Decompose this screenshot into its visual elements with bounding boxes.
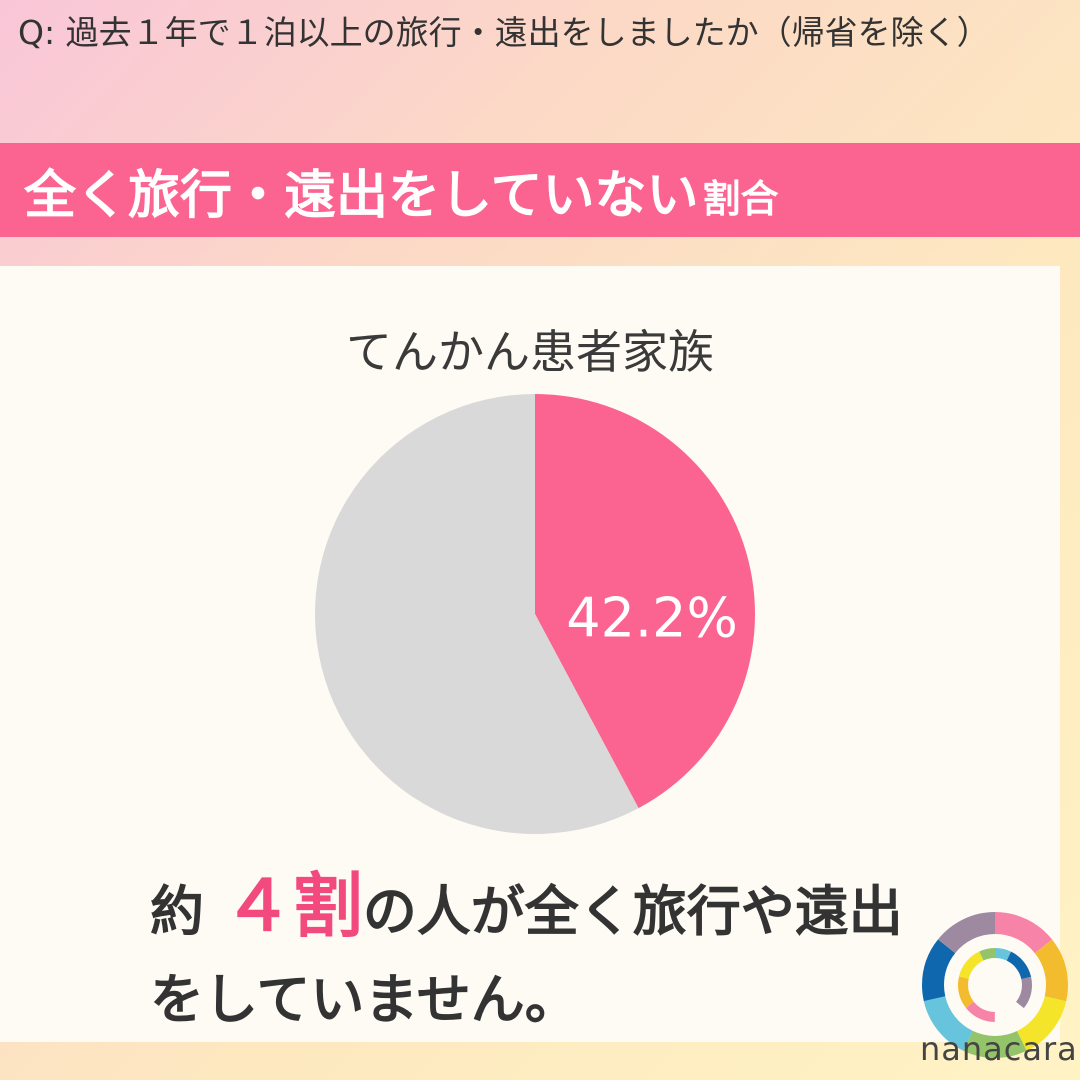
pie-slice-0 (535, 394, 755, 809)
conclusion-post: の人が全く旅行や遠出をしていません。 (150, 880, 903, 1031)
logo-text: nanacara (920, 1030, 1078, 1068)
pie-slice-label: 42.2% (566, 587, 738, 650)
logo-outer-ring-segment (922, 912, 1068, 1058)
banner-main: 全く旅行・遠出をしていない (24, 165, 699, 226)
logo-inner-ring-segment (958, 948, 1032, 1022)
banner-suffix: 割合 (702, 176, 779, 221)
conclusion-highlight: ４割 (222, 865, 363, 947)
nanacara-logo (922, 912, 1068, 1058)
pie-slice-1 (314, 394, 639, 834)
question-text: Q: 過去１年で１泊以上の旅行・遠出をしましたか（帰省を除く） (18, 13, 990, 52)
chart-title: てんかん患者家族 (346, 325, 714, 379)
conclusion-text: 約 ４割の人が全く旅行や遠出をしていません。 (150, 862, 910, 1044)
logo-outer-ring-segment (922, 912, 1068, 1058)
logo-outer-ring-segment (922, 912, 1068, 1058)
logo-outer-ring-segment (922, 912, 1068, 1058)
logo-inner-ring-segment (958, 948, 1032, 1022)
conclusion-pre: 約 (150, 880, 223, 943)
logo-inner-ring-segment (958, 948, 1032, 1022)
banner: 全く旅行・遠出をしていない 割合 (0, 143, 1080, 237)
